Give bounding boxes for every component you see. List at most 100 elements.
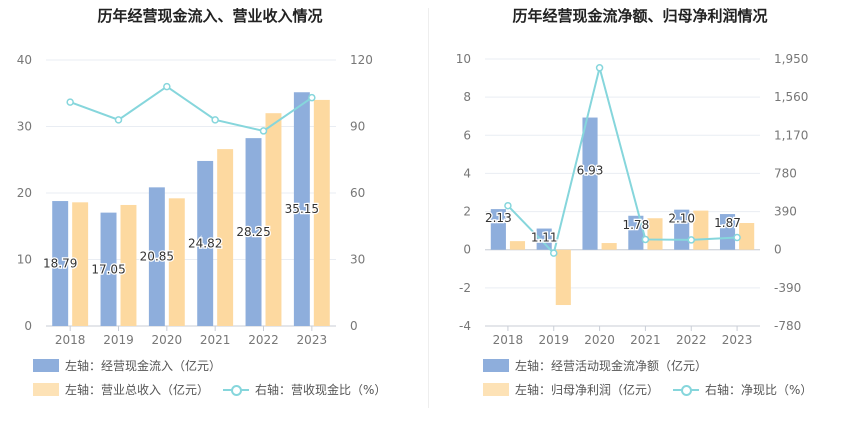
bar-orange <box>168 198 185 326</box>
line-point <box>211 116 219 124</box>
bar-data-label: 1.87 <box>714 216 741 230</box>
y-right-tick-label: -390 <box>774 281 801 295</box>
legend-swatch-blue <box>483 359 509 372</box>
line-point <box>308 93 316 102</box>
bar-orange <box>72 202 89 326</box>
y-right-tick-label: 0 <box>774 243 782 257</box>
legend-item-revenue[interactable]: 左轴：营业总收入（亿元） <box>33 381 209 398</box>
line-point <box>595 64 604 72</box>
bar-orange <box>555 249 571 306</box>
legend-swatch-orange <box>33 383 59 396</box>
chart-right: -4 -2 0 2 4 6 8 10 -780 -390 0 390 780 1,170 1,560 1,95… <box>456 52 809 345</box>
y-right-tick-label: 0 <box>350 319 358 333</box>
y-left-tick-label: -4 <box>459 319 471 333</box>
bar-blue <box>245 138 262 326</box>
x-tick-label: 2022 <box>248 333 279 345</box>
legend-label: 右轴：营收现金比（%） <box>255 383 387 397</box>
legend-right: 左轴：经营活动现金流净额（亿元） 左轴：归母净利润（亿元） 右轴：净现比（%） <box>483 357 843 407</box>
y-left-tick-label: 0 <box>24 319 32 333</box>
legend-swatch-line <box>673 383 699 396</box>
bar-blue <box>536 228 552 250</box>
bar-blue <box>293 92 310 326</box>
x-tick-label: 2021 <box>630 333 661 345</box>
y-left-tick-label: 8 <box>463 90 471 104</box>
legend-item-net-cash-flow[interactable]: 左轴：经营活动现金流净额（亿元） <box>483 357 707 374</box>
y-left-tick-label: 0 <box>463 243 471 257</box>
x-tick-label: 2021 <box>200 333 231 345</box>
bar-data-label: 17.05 <box>91 262 125 276</box>
panel-divider <box>428 8 429 408</box>
chart-left: 0 10 20 30 40 0 30 60 90 120 2018 2019 2020 2021 2022 2… <box>17 53 373 345</box>
bar-data-label: 2.10 <box>668 212 695 226</box>
bar-blue <box>100 212 117 326</box>
bar-orange <box>601 243 617 250</box>
x-tick-label: 2023 <box>722 333 753 345</box>
line-point <box>114 116 123 124</box>
y-left-tick-label: 30 <box>17 120 32 134</box>
bar-blue <box>719 214 736 250</box>
y-right-tick-label: 60 <box>350 186 365 200</box>
bar-data-label: 1.78 <box>622 218 649 232</box>
y-right-tick-label: 390 <box>774 205 797 219</box>
legend-swatch-blue <box>33 359 59 372</box>
x-tick-label: 2020 <box>152 333 183 345</box>
bar-orange <box>313 99 330 327</box>
line-series <box>507 67 738 256</box>
bar-data-label: 28.25 <box>236 225 270 239</box>
line-point <box>733 233 741 242</box>
bar-data-label: 35.15 <box>285 202 319 216</box>
y-right-tick-label: 1,950 <box>774 52 808 66</box>
legend-label: 左轴：归母净利润（亿元） <box>515 383 660 397</box>
y-left-tick-label: 10 <box>17 253 32 267</box>
bar-orange <box>120 204 137 326</box>
y-right-tick-label: -780 <box>774 319 801 333</box>
chart-title-left: 历年经营现金流入、营业收入情况 <box>97 7 323 25</box>
chart-title-right: 历年经营现金流净额、归母净利润情况 <box>512 7 768 25</box>
bar-orange <box>509 241 526 250</box>
legend-item-cash-ratio[interactable]: 右轴：营收现金比（%） <box>223 381 386 398</box>
y-left-tick-label: 20 <box>17 186 32 200</box>
bar-blue <box>197 160 214 326</box>
legend-label: 左轴：营业总收入（亿元） <box>65 383 210 397</box>
x-tick-label: 2018 <box>55 333 86 345</box>
bar-orange <box>739 223 755 250</box>
y-left-tick-label: 4 <box>463 166 471 180</box>
x-tick-label: 2022 <box>676 333 707 345</box>
bar-orange <box>693 210 709 250</box>
legend-swatch-line <box>223 383 249 396</box>
x-tick-label: 2019 <box>538 333 569 345</box>
legend-left: 左轴：经营现金流入（亿元） 左轴：营业总收入（亿元） 右轴：营收现金比（%） <box>33 357 423 407</box>
legend-item-net-cash-ratio[interactable]: 右轴：净现比（%） <box>673 381 812 398</box>
y-left-tick-label: 6 <box>463 128 471 142</box>
line-point <box>504 201 512 210</box>
bar-blue <box>628 215 644 250</box>
y-right-tick-label: 780 <box>774 166 797 180</box>
bar-blue <box>52 201 69 326</box>
bar-data-label: 20.85 <box>140 250 174 264</box>
bar-orange <box>647 218 663 250</box>
y-left-tick-label: -2 <box>459 281 471 295</box>
x-tick-label: 2019 <box>103 333 134 345</box>
line-point <box>66 98 74 106</box>
line-point <box>687 236 695 244</box>
y-right-tick-label: 30 <box>350 253 365 267</box>
bar-data-label: 18.79 <box>43 257 77 271</box>
bar-data-label: 1.11 <box>531 231 558 245</box>
x-tick-label: 2020 <box>584 333 615 345</box>
legend-label: 右轴：净现比（%） <box>705 383 813 397</box>
legend-swatch-orange <box>483 383 509 396</box>
y-right-tick-label: 90 <box>350 120 365 134</box>
bar-orange <box>217 149 234 326</box>
legend-item-cash-inflow[interactable]: 左轴：经营现金流入（亿元） <box>33 357 221 374</box>
bar-data-label: 24.82 <box>188 236 222 250</box>
bar-data-label: 6.93 <box>577 163 604 177</box>
bar-blue <box>582 117 598 250</box>
legend-label: 左轴：经营现金流入（亿元） <box>65 359 222 373</box>
x-tick-label: 2018 <box>493 333 524 345</box>
line-point <box>259 127 268 135</box>
y-left-tick-label: 10 <box>456 52 471 66</box>
line-point <box>163 82 171 91</box>
y-right-tick-label: 120 <box>350 53 373 67</box>
y-right-tick-label: 1,170 <box>774 128 808 142</box>
legend-item-net-profit[interactable]: 左轴：归母净利润（亿元） <box>483 381 659 398</box>
